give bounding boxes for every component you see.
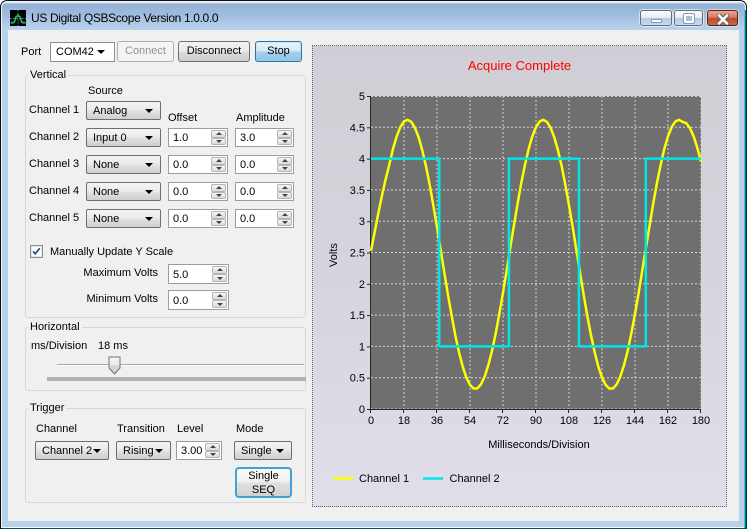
- svg-text:1.5: 1.5: [350, 310, 365, 322]
- svg-text:0.5: 0.5: [350, 373, 365, 385]
- svg-text:180: 180: [692, 415, 710, 427]
- svg-text:3: 3: [359, 216, 365, 228]
- svg-text:Channel 1: Channel 1: [359, 473, 409, 485]
- svg-text:2: 2: [359, 279, 365, 291]
- svg-text:2.5: 2.5: [350, 248, 365, 260]
- svg-text:0: 0: [368, 415, 374, 427]
- svg-text:126: 126: [593, 415, 611, 427]
- svg-text:4: 4: [359, 154, 365, 166]
- svg-text:144: 144: [626, 415, 644, 427]
- svg-text:Volts: Volts: [328, 243, 340, 267]
- svg-text:4.5: 4.5: [350, 122, 365, 134]
- svg-text:Milliseconds/Division: Milliseconds/Division: [488, 439, 589, 451]
- svg-text:3.5: 3.5: [350, 185, 365, 197]
- svg-text:90: 90: [530, 415, 542, 427]
- svg-text:36: 36: [431, 415, 443, 427]
- svg-text:54: 54: [464, 415, 476, 427]
- svg-text:162: 162: [659, 415, 677, 427]
- svg-text:5: 5: [359, 91, 365, 103]
- svg-text:0: 0: [359, 404, 365, 416]
- svg-text:108: 108: [560, 415, 578, 427]
- svg-text:18: 18: [398, 415, 410, 427]
- svg-text:Channel 2: Channel 2: [450, 473, 500, 485]
- svg-text:1: 1: [359, 341, 365, 353]
- svg-text:72: 72: [497, 415, 509, 427]
